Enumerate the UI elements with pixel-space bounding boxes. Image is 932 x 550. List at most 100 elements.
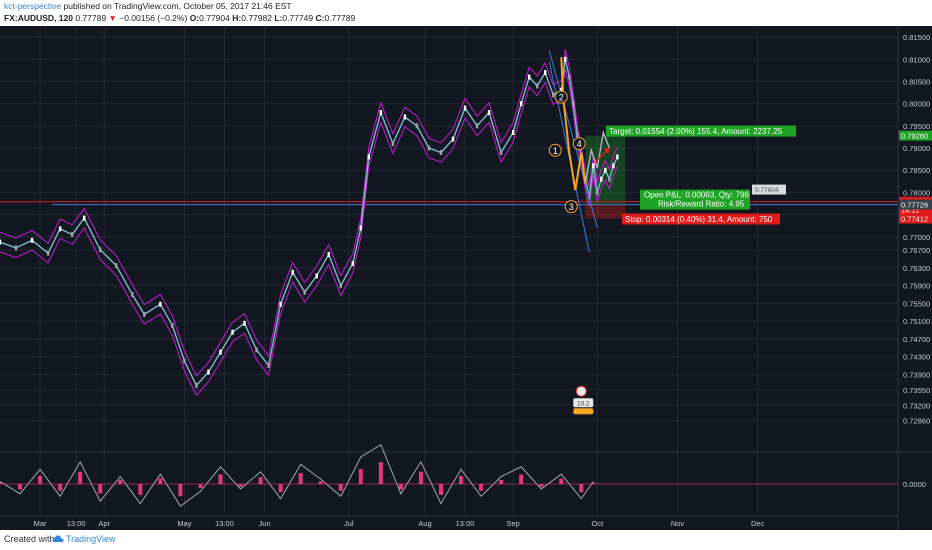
oscillator-bar xyxy=(591,482,596,484)
price-line xyxy=(0,59,618,387)
oscillator-bar xyxy=(158,478,163,484)
wave-label-2: 2 xyxy=(559,93,564,103)
event-badge-strip xyxy=(573,408,594,415)
x-tick-label: Sep xyxy=(506,519,519,528)
price-point xyxy=(14,245,18,251)
side-label-box xyxy=(752,184,786,195)
price-point xyxy=(367,154,371,160)
price-point xyxy=(552,92,555,98)
position-labels: Target: 0.01554 (2.00%) 155.4, Amount: 2… xyxy=(606,125,796,225)
price-tag-label-0: 0.79280 xyxy=(901,132,928,141)
wave-label-4: 4 xyxy=(577,139,582,149)
price-point xyxy=(267,362,270,368)
price-point xyxy=(427,145,431,151)
price-point xyxy=(564,56,567,62)
elliott-wave-marks[interactable]: 1 2 3 4 10.2 xyxy=(548,57,611,415)
oscillator-bar xyxy=(559,478,564,484)
price-point xyxy=(612,163,615,169)
price-point xyxy=(600,176,603,182)
oscillator-bar xyxy=(318,481,323,484)
oscillator-bar xyxy=(338,484,343,491)
oscillator-bar xyxy=(499,479,504,484)
price-point xyxy=(143,311,146,317)
price-point xyxy=(403,114,407,120)
wave-label-3: 3 xyxy=(569,202,574,212)
stop-label-box xyxy=(622,213,780,225)
price-point xyxy=(596,189,599,195)
y-tick-label: 0.73900 xyxy=(903,370,930,379)
tradingview-brand[interactable]: TradingView xyxy=(66,534,116,544)
projection-path xyxy=(584,129,611,184)
oscillator-line xyxy=(0,443,594,507)
price-point xyxy=(183,358,186,364)
chart-background xyxy=(0,26,932,530)
wave-label-1: 1 xyxy=(553,146,558,156)
y-tick-label: 0.74700 xyxy=(903,335,930,344)
y-tick-label: 0.81500 xyxy=(903,33,930,42)
target-label-box xyxy=(606,125,796,137)
y-tick-label: 0.78000 xyxy=(903,188,930,197)
price-point xyxy=(303,289,306,295)
y-tick-label: 0.79500 xyxy=(903,122,930,131)
wave-marker-3 xyxy=(564,200,578,214)
projection-arrowhead xyxy=(603,148,610,155)
y-tick-label: 0.80000 xyxy=(903,100,930,109)
price-point xyxy=(475,123,479,129)
wave-marker-4 xyxy=(572,137,586,151)
side-label: 0.77604 xyxy=(755,187,779,194)
time-axis[interactable]: Mar 13:00 Apr May 13:00 Jun Jul Aug 13:00 Sep Oct N… xyxy=(34,519,765,528)
oscillator-bar xyxy=(198,484,203,489)
oscillator-bar xyxy=(78,471,83,484)
published-text: published on TradingView.com, October 05… xyxy=(63,1,292,11)
y-tick-label: 0.75900 xyxy=(903,282,930,291)
price-point xyxy=(527,74,531,80)
x-tick-label: Oct xyxy=(591,519,604,528)
price-point xyxy=(608,176,611,182)
price-point xyxy=(499,149,503,155)
y-tick-label: 0.74300 xyxy=(903,353,930,362)
price-point xyxy=(219,349,222,355)
price-point xyxy=(46,250,50,256)
oscillator-bar xyxy=(98,484,103,494)
price-point xyxy=(171,323,174,329)
author-link[interactable]: kct-perspective xyxy=(4,1,62,11)
price-axis[interactable]: 0.81500 0.81000 0.80500 0.80000 0.79500 0.790… xyxy=(903,33,930,489)
footer: Created with TradingView xyxy=(0,530,932,550)
price-tag-0 xyxy=(899,130,932,141)
oscillator-bar xyxy=(398,484,403,490)
x-tick-label: Nov xyxy=(671,519,685,528)
wave-marker-1 xyxy=(548,143,562,157)
price-chart[interactable]: 1 2 3 4 10.2 0.81500 0.81000 0.80500 0.80000 0.7… xyxy=(0,26,932,530)
price-tag-3 xyxy=(899,199,932,210)
high-label: H: xyxy=(232,13,242,23)
price-point xyxy=(415,123,419,129)
y-tick-label: 0.76700 xyxy=(903,246,930,255)
price-point xyxy=(207,369,210,375)
symbol-label: FX:AUDUSD, 120 xyxy=(4,13,73,23)
x-tick-label: Jul xyxy=(344,519,354,528)
price-point xyxy=(576,132,579,138)
oscillator-bar xyxy=(218,474,223,484)
price-tag-label-3: 0.77726 xyxy=(901,201,928,210)
open-value: 0.77904 xyxy=(199,13,230,23)
target-label: Target: 0.01554 (2.00%) 155.4, Amount: 2… xyxy=(609,127,783,136)
price-point xyxy=(99,247,102,253)
pnl-label-box xyxy=(640,189,750,210)
oscillator-bar xyxy=(178,484,183,497)
price-point xyxy=(115,263,118,269)
oscillator-bar xyxy=(118,479,123,484)
price-point xyxy=(291,269,294,275)
price-point xyxy=(82,215,86,221)
y-tick-label: 0.73550 xyxy=(903,386,930,395)
price-point xyxy=(391,141,395,147)
price-point xyxy=(131,291,134,297)
y-tick-label: 0.80500 xyxy=(903,77,930,86)
price-point xyxy=(359,225,363,231)
stop-label: Stop: 0.00314 (0.40%) 31.4, Amount: 750 xyxy=(625,215,773,224)
oscillator-bar xyxy=(38,475,43,484)
x-tick-label: 13:00 xyxy=(67,519,86,528)
last-price: 0.77789 xyxy=(75,13,107,23)
price-tag-label-2: 14:11 xyxy=(901,205,919,214)
envelope-upper-line xyxy=(0,49,618,377)
price-tag-4 xyxy=(899,213,932,224)
